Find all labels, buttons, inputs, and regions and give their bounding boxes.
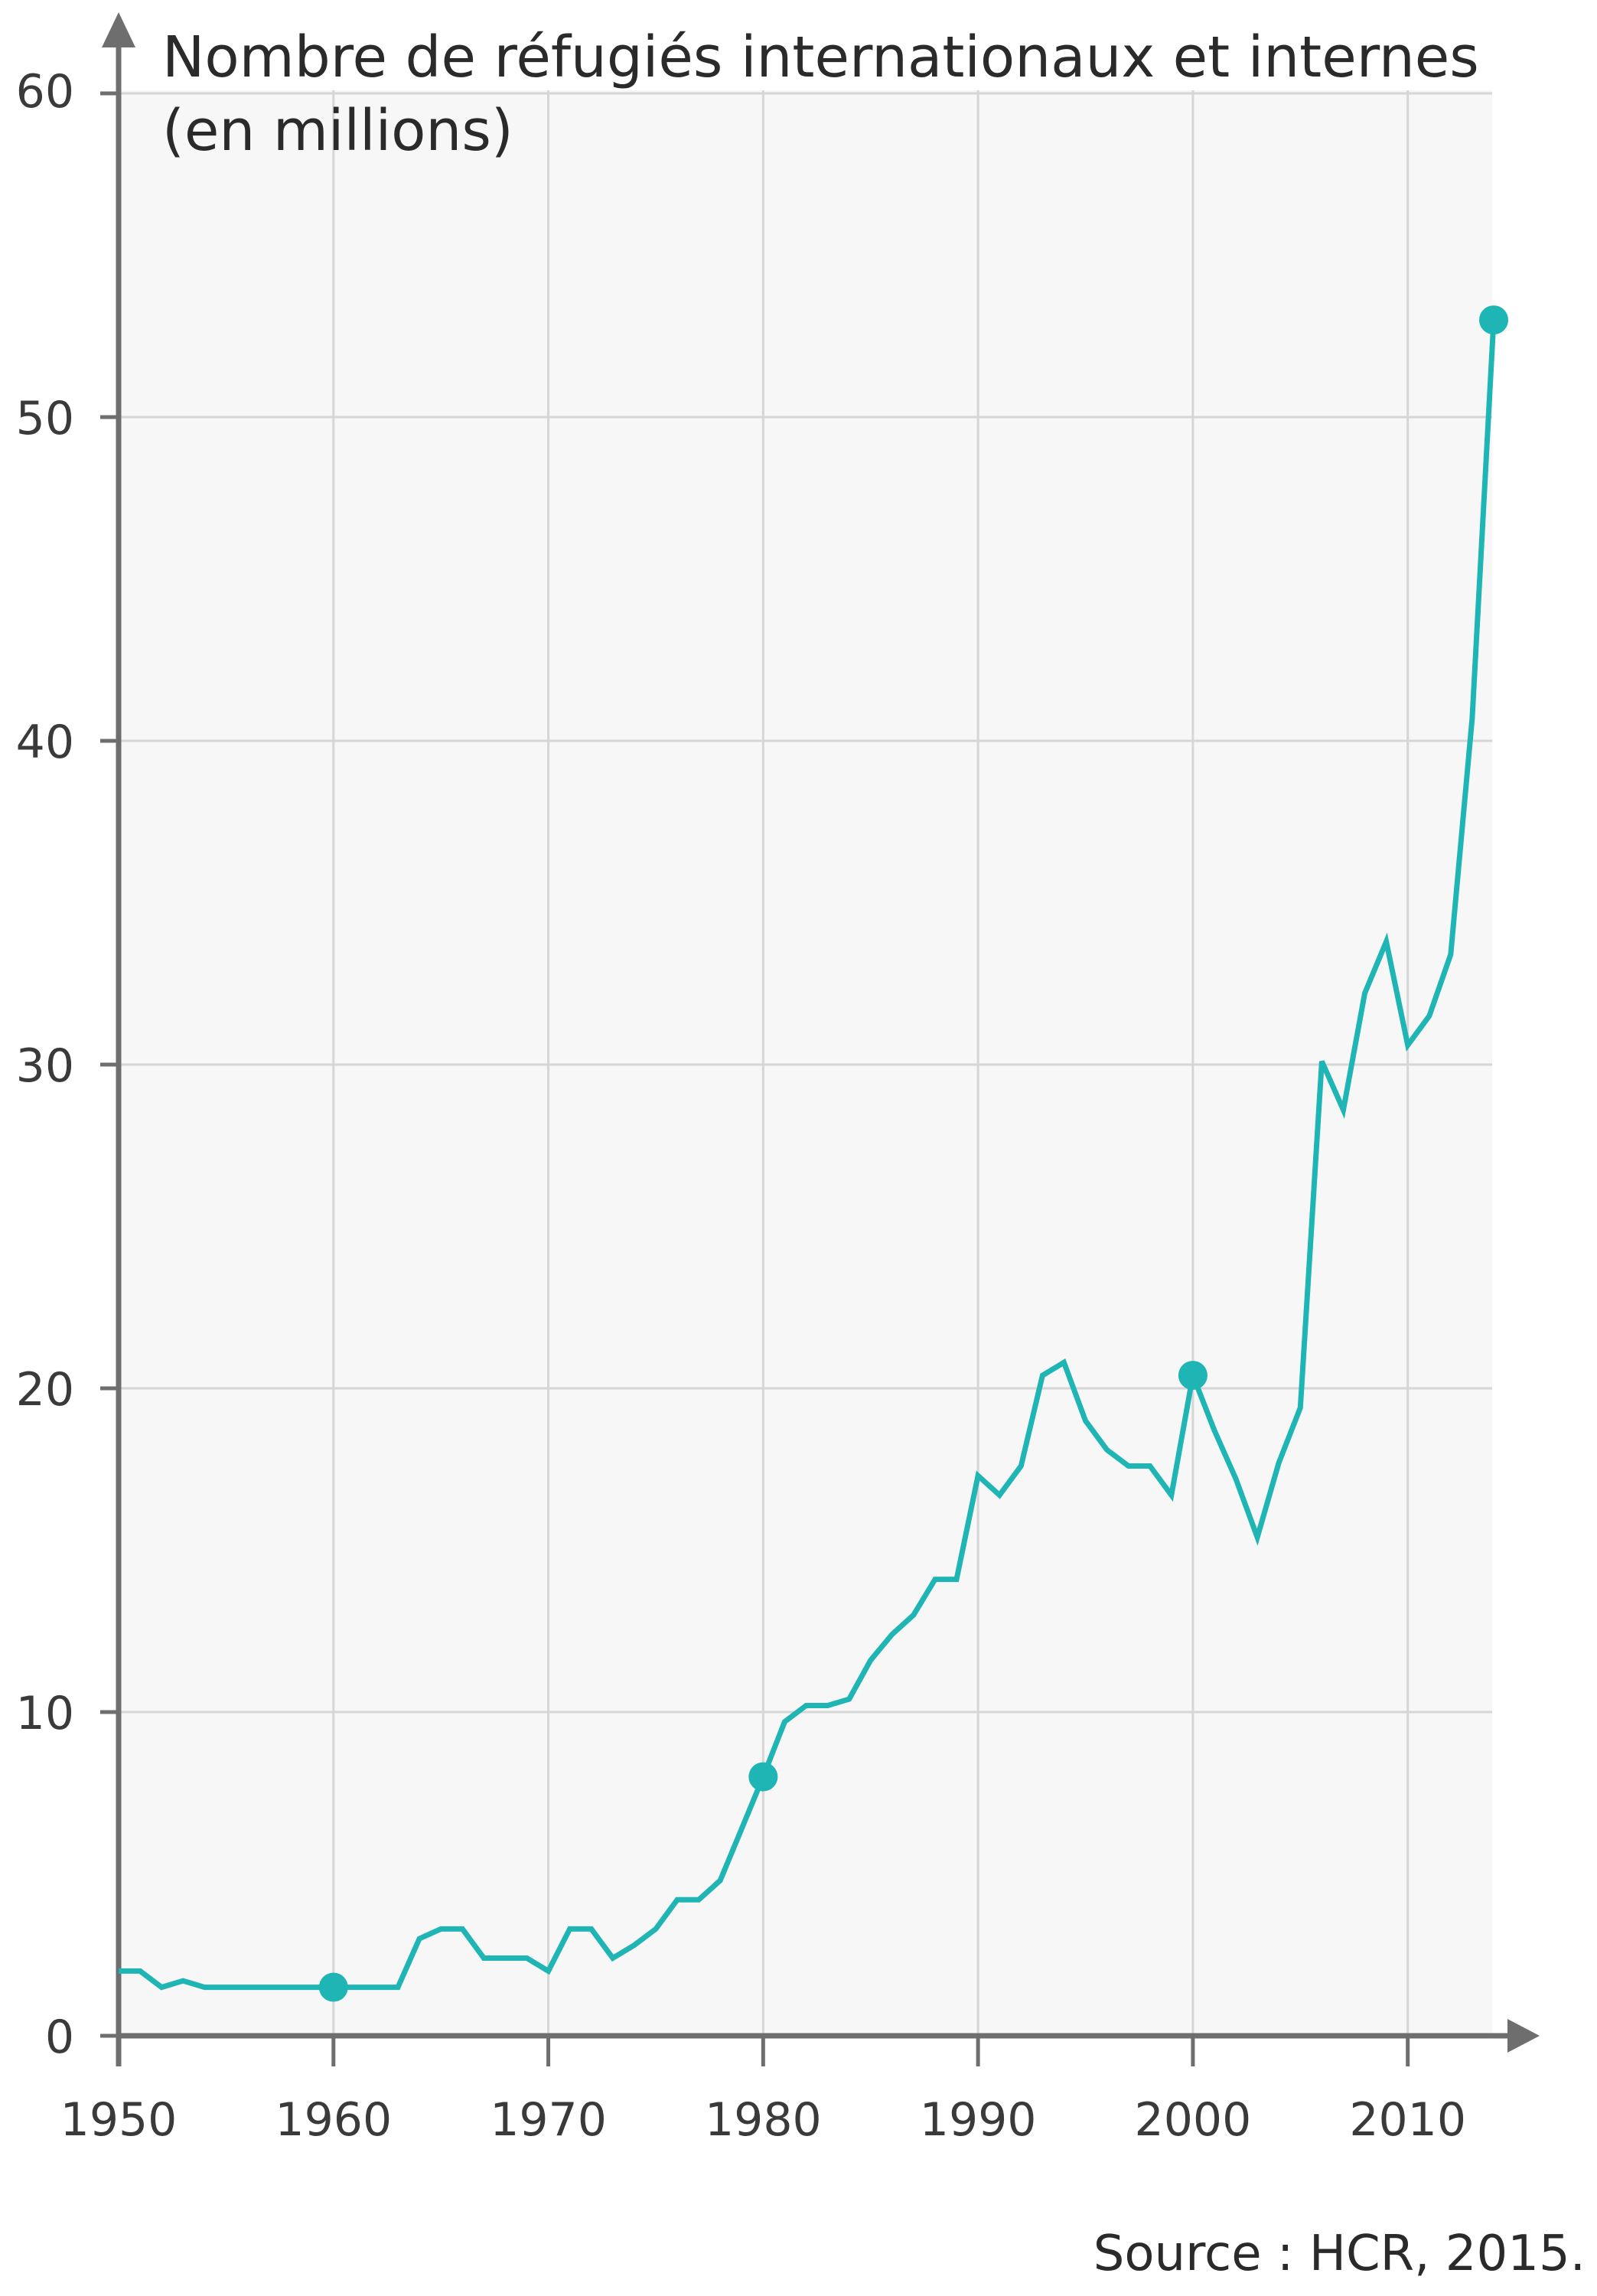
- grid: [119, 90, 1492, 2036]
- axes: [100, 12, 1540, 2066]
- y-tick-label: 0: [45, 2011, 74, 2064]
- data-point: [318, 1972, 348, 2002]
- y-tick-label: 60: [16, 65, 74, 119]
- highlighted-points: [318, 305, 1508, 2002]
- x-tick-label: 1950: [60, 2093, 178, 2147]
- data-point: [748, 1762, 778, 1792]
- tick-labels: 0 10 20 30 40 50 60 1950 1960 1970 1980 1990 2000 201…: [16, 65, 1466, 2147]
- chart-title-line2: (en millions): [162, 98, 513, 164]
- source-note: Source : HCR, 2015.: [1093, 2226, 1586, 2282]
- y-tick-label: 50: [16, 392, 74, 445]
- y-tick-label: 10: [16, 1687, 74, 1740]
- x-tick-label: 2000: [1135, 2093, 1252, 2147]
- x-tick-label: 1980: [705, 2093, 822, 2147]
- y-tick-label: 20: [16, 1363, 74, 1417]
- data-point: [1479, 305, 1508, 335]
- chart-title-line1: Nombre de réfugiés internationaux et int…: [162, 24, 1479, 90]
- data-point: [1178, 1361, 1208, 1391]
- x-tick-label: 1990: [920, 2093, 1037, 2147]
- y-tick-label: 30: [16, 1039, 74, 1093]
- y-tick-label: 40: [16, 716, 74, 769]
- y-axis-arrow: [102, 12, 135, 47]
- plot-background: [119, 90, 1492, 2036]
- x-tick-label: 1970: [490, 2093, 607, 2147]
- x-tick-label: 2010: [1349, 2093, 1466, 2147]
- x-tick-label: 1960: [275, 2093, 392, 2147]
- x-axis-arrow: [1507, 2019, 1540, 2053]
